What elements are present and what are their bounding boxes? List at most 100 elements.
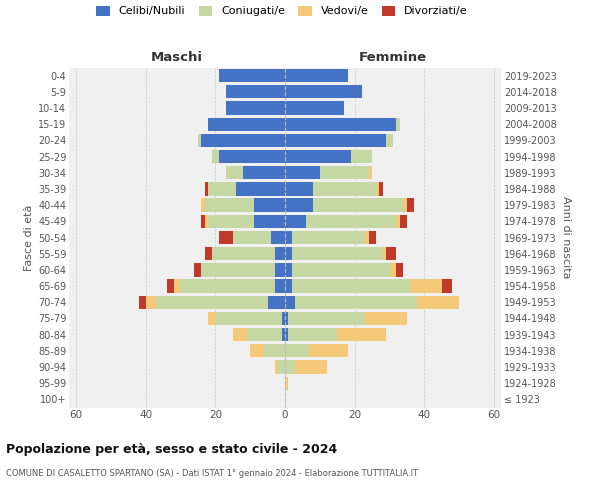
Legend: Celibi/Nubili, Coniugati/e, Vedovi/e, Divorziati/e: Celibi/Nubili, Coniugati/e, Vedovi/e, Di… bbox=[97, 6, 467, 16]
Bar bbox=[285, 280, 292, 292]
Bar bbox=[285, 85, 362, 98]
Bar bbox=[202, 214, 205, 228]
Bar bbox=[281, 312, 285, 325]
Bar bbox=[198, 134, 202, 147]
Bar bbox=[275, 263, 285, 276]
Bar bbox=[233, 231, 271, 244]
Bar bbox=[181, 280, 275, 292]
Bar bbox=[219, 69, 285, 82]
Bar bbox=[247, 328, 281, 342]
Bar bbox=[275, 280, 285, 292]
Text: COMUNE DI CASALETTO SPARTANO (SA) - Dati ISTAT 1° gennaio 2024 - Elaborazione TU: COMUNE DI CASALETTO SPARTANO (SA) - Dati… bbox=[6, 469, 418, 478]
Text: Maschi: Maschi bbox=[151, 52, 203, 64]
Bar bbox=[400, 214, 407, 228]
Bar bbox=[208, 312, 215, 325]
Bar bbox=[289, 328, 337, 342]
Bar bbox=[306, 214, 397, 228]
Bar bbox=[285, 102, 344, 114]
Bar bbox=[386, 134, 393, 147]
Bar bbox=[442, 280, 452, 292]
Bar bbox=[285, 296, 295, 309]
Bar bbox=[146, 296, 156, 309]
Bar bbox=[215, 312, 281, 325]
Bar bbox=[313, 182, 376, 196]
Bar bbox=[285, 69, 348, 82]
Bar bbox=[285, 182, 313, 196]
Bar bbox=[320, 166, 368, 179]
Bar bbox=[410, 280, 442, 292]
Bar bbox=[285, 344, 310, 358]
Bar bbox=[383, 247, 386, 260]
Bar bbox=[313, 198, 403, 212]
Bar bbox=[351, 150, 372, 163]
Bar bbox=[292, 263, 389, 276]
Bar bbox=[295, 296, 418, 309]
Bar bbox=[292, 247, 383, 260]
Bar bbox=[212, 247, 275, 260]
Bar bbox=[208, 214, 254, 228]
Bar bbox=[250, 344, 264, 358]
Bar bbox=[205, 182, 208, 196]
Bar bbox=[365, 312, 407, 325]
Bar bbox=[202, 198, 205, 212]
Text: Popolazione per età, sesso e stato civile - 2024: Popolazione per età, sesso e stato civil… bbox=[6, 442, 337, 456]
Bar bbox=[418, 296, 459, 309]
Bar bbox=[226, 85, 285, 98]
Bar bbox=[285, 247, 292, 260]
Bar bbox=[233, 328, 247, 342]
Bar bbox=[205, 198, 254, 212]
Bar bbox=[254, 198, 285, 212]
Bar bbox=[368, 166, 372, 179]
Bar bbox=[194, 263, 202, 276]
Bar bbox=[202, 134, 285, 147]
Bar bbox=[285, 214, 306, 228]
Bar bbox=[365, 231, 368, 244]
Bar bbox=[285, 150, 351, 163]
Bar bbox=[226, 102, 285, 114]
Bar bbox=[205, 214, 208, 228]
Bar bbox=[403, 198, 407, 212]
Bar bbox=[285, 360, 295, 374]
Bar bbox=[285, 166, 320, 179]
Bar bbox=[368, 231, 376, 244]
Bar bbox=[173, 280, 181, 292]
Bar bbox=[243, 166, 285, 179]
Bar bbox=[139, 296, 146, 309]
Y-axis label: Anni di nascita: Anni di nascita bbox=[561, 196, 571, 279]
Bar bbox=[376, 182, 379, 196]
Bar bbox=[407, 198, 414, 212]
Bar bbox=[275, 247, 285, 260]
Bar bbox=[268, 296, 285, 309]
Bar bbox=[271, 231, 285, 244]
Bar bbox=[379, 182, 383, 196]
Bar bbox=[156, 296, 268, 309]
Bar bbox=[292, 231, 365, 244]
Bar bbox=[285, 263, 292, 276]
Bar bbox=[285, 198, 313, 212]
Bar bbox=[208, 118, 285, 131]
Bar bbox=[202, 263, 275, 276]
Bar bbox=[397, 263, 403, 276]
Bar bbox=[310, 344, 348, 358]
Bar bbox=[236, 182, 285, 196]
Bar bbox=[295, 360, 327, 374]
Bar bbox=[285, 376, 289, 390]
Bar bbox=[386, 247, 397, 260]
Bar bbox=[292, 280, 410, 292]
Bar bbox=[219, 231, 233, 244]
Y-axis label: Fasce di età: Fasce di età bbox=[23, 204, 34, 270]
Text: Femmine: Femmine bbox=[359, 52, 427, 64]
Bar bbox=[281, 328, 285, 342]
Bar bbox=[212, 150, 219, 163]
Bar bbox=[285, 134, 386, 147]
Bar bbox=[254, 214, 285, 228]
Bar bbox=[278, 360, 285, 374]
Bar bbox=[289, 312, 365, 325]
Bar bbox=[275, 360, 278, 374]
Bar bbox=[397, 214, 400, 228]
Bar bbox=[285, 231, 292, 244]
Bar bbox=[285, 328, 289, 342]
Bar bbox=[208, 182, 236, 196]
Bar bbox=[285, 118, 397, 131]
Bar bbox=[167, 280, 173, 292]
